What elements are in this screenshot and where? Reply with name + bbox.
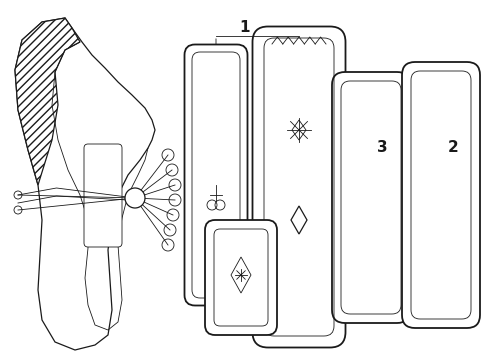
FancyBboxPatch shape <box>84 144 122 247</box>
FancyBboxPatch shape <box>205 220 277 335</box>
Text: 3: 3 <box>377 140 387 156</box>
FancyBboxPatch shape <box>252 27 345 347</box>
Circle shape <box>125 188 145 208</box>
FancyBboxPatch shape <box>332 72 410 323</box>
FancyBboxPatch shape <box>185 45 247 306</box>
Polygon shape <box>15 18 80 185</box>
Text: 2: 2 <box>448 140 458 156</box>
Polygon shape <box>15 18 155 350</box>
Text: 1: 1 <box>240 21 250 36</box>
FancyBboxPatch shape <box>402 62 480 328</box>
